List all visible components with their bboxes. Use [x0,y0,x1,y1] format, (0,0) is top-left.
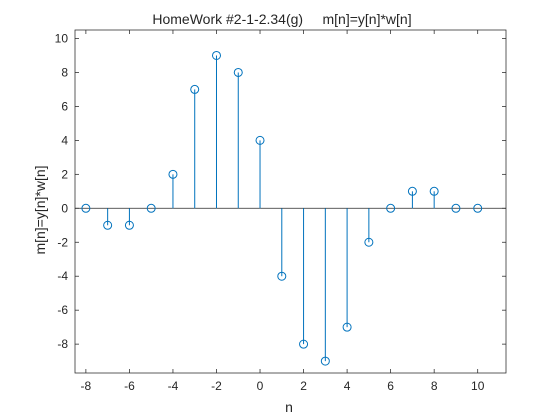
x-tick-label: 0 [257,379,264,393]
stem-marker [190,84,200,94]
stem-marker [255,135,265,145]
x-tick-label: 6 [387,379,394,393]
stem-marker [233,67,243,77]
y-tick-label: -4 [57,269,68,283]
x-axis-label: n [285,399,293,415]
x-tick-label: -4 [168,379,179,393]
stem-marker [364,237,374,247]
x-tick-label: -8 [81,379,92,393]
stem-marker [299,339,309,349]
y-tick-label: 0 [61,201,68,215]
x-tick-label: -6 [124,379,135,393]
y-tick-label: -8 [57,337,68,351]
stem-marker [342,322,352,332]
stem-marker [81,203,91,213]
chart-title: HomeWork #2-1-2.34(g) m[n]=y[n]*w[n] [152,11,411,27]
stem-marker [103,220,113,230]
stem-marker [473,203,483,213]
x-tick-label: 10 [471,379,485,393]
y-tick-label: 10 [55,31,69,45]
stem-marker [277,271,287,281]
y-axis-label: m[n]=y[n]*w[n] [32,165,48,254]
stem-marker [146,203,156,213]
stem-marker [407,186,417,196]
stem-marker [211,50,221,60]
axes-box [74,29,507,374]
y-tick-label: 8 [61,65,68,79]
y-tick-label: 4 [61,133,68,147]
stem-marker [168,169,178,179]
stem-marker [429,186,439,196]
stem-marker [386,203,396,213]
y-tick-label: -6 [57,303,68,317]
stem-marker [124,220,134,230]
y-tick-label: -2 [57,235,68,249]
plot-area: -8 -6 -4 -2 0 2 4 6 8 10 -8 -6 -4 -2 0 2 4 6 8 10 [55,29,507,393]
y-tick-label: 6 [61,99,68,113]
x-tick-label: 8 [431,379,438,393]
x-tick-label: 4 [344,379,351,393]
x-tick-label: -2 [211,379,222,393]
y-tick-label: 2 [61,167,68,181]
x-tick-label: 2 [300,379,307,393]
stem-marker [320,356,330,366]
stem-marker [451,203,461,213]
